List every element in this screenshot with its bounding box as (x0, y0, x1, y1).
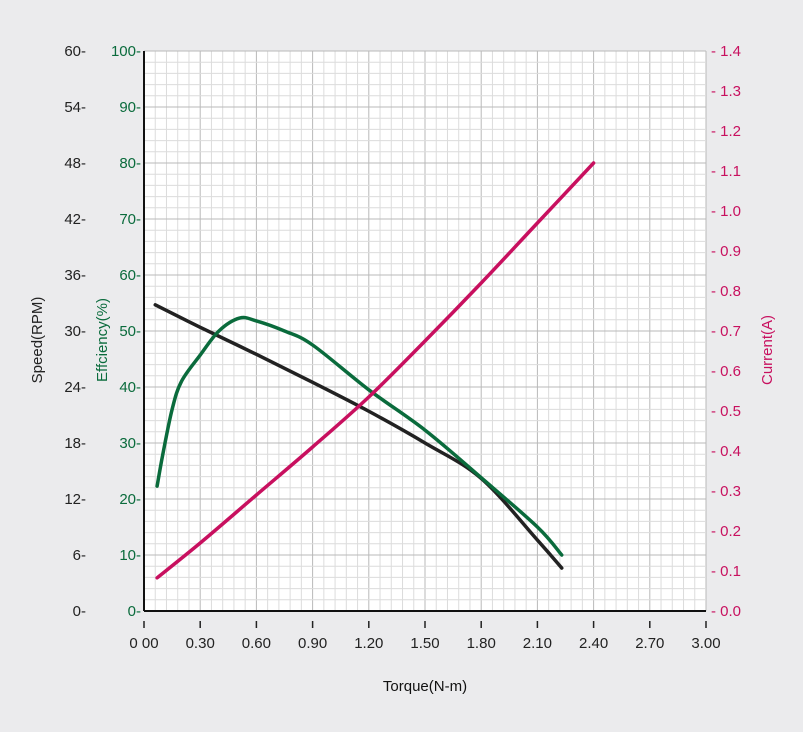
speed-tick-label: 18- (64, 435, 86, 452)
speed-tick-label: 30- (64, 323, 86, 340)
x-tick-label: 0.90 (298, 635, 327, 652)
current-tick-label: - 0.2 (711, 523, 741, 540)
x-tick-label: 0.60 (242, 635, 271, 652)
current-tick-label: - 1.1 (711, 163, 741, 180)
eff-tick-label: 10- (119, 547, 141, 564)
current-tick-label: - 0.0 (711, 603, 741, 620)
speed-tick-label: 42- (64, 211, 86, 228)
current-tick-label: - 1.2 (711, 123, 741, 140)
x-tick-label: 1.20 (354, 635, 383, 652)
current-series-line (155, 161, 596, 580)
speed-axis-label: Speed(RPM) (29, 297, 46, 384)
speed-tick-label: 6- (73, 547, 86, 564)
eff-tick-label: 100- (111, 43, 141, 60)
speed-tick-label: 24- (64, 379, 86, 396)
x-tick-label: 1.80 (467, 635, 496, 652)
efficiency-axis-label: Effciency(%) (94, 298, 111, 382)
eff-tick-label: 30- (119, 435, 141, 452)
current-tick-label: - 0.7 (711, 323, 741, 340)
speed-tick-label: 12- (64, 491, 86, 508)
speed-tick-label: 54- (64, 99, 86, 116)
speed-tick-label: 60- (64, 43, 86, 60)
speed-tick-label: 0- (73, 603, 86, 620)
x-tick-label: 0 00 (129, 635, 158, 652)
current-tick-label: - 0.3 (711, 483, 741, 500)
speed-series-line (153, 303, 564, 570)
current-tick-label: - 0.4 (711, 443, 741, 460)
eff-tick-label: 40- (119, 379, 141, 396)
eff-tick-label: 80- (119, 155, 141, 172)
x-axis-label: Torque(N-m) (383, 678, 467, 695)
current-tick-label: - 1.3 (711, 83, 741, 100)
efficiency-series-line (155, 315, 564, 557)
current-tick-label: - 1.4 (711, 43, 741, 60)
eff-tick-label: 0- (128, 603, 141, 620)
x-tick-label: 1.50 (410, 635, 439, 652)
eff-tick-label: 60- (119, 267, 141, 284)
current-tick-label: - 0.5 (711, 403, 741, 420)
eff-tick-label: 70- (119, 211, 141, 228)
current-tick-label: - 0.8 (711, 283, 741, 300)
eff-tick-label: 90- (119, 99, 141, 116)
current-tick-label: - 1.0 (711, 203, 741, 220)
speed-tick-label: 36- (64, 267, 86, 284)
current-tick-label: - 0.9 (711, 243, 741, 260)
x-tick-label: 2.70 (635, 635, 664, 652)
current-axis-label: Current(A) (759, 315, 776, 385)
current-tick-label: - 0.1 (711, 563, 741, 580)
x-tick-label: 2.10 (523, 635, 552, 652)
speed-tick-label: 48- (64, 155, 86, 172)
current-tick-label: - 0.6 (711, 363, 741, 380)
x-tick-label: 0.30 (186, 635, 215, 652)
eff-tick-label: 50- (119, 323, 141, 340)
x-tick-label: 2.40 (579, 635, 608, 652)
eff-tick-label: 20- (119, 491, 141, 508)
x-tick-label: 3.00 (691, 635, 720, 652)
